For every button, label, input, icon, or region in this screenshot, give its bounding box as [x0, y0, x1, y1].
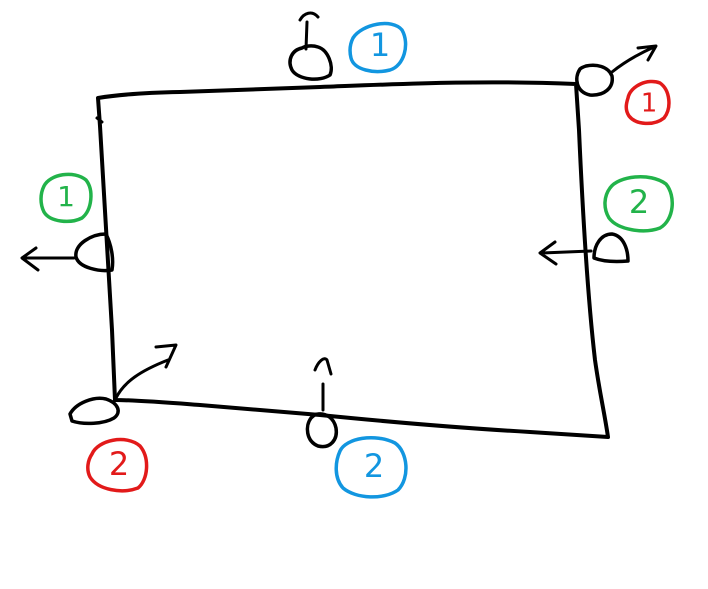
top-right-corner-label: 1 [624, 79, 671, 126]
label-text: 1 [641, 89, 658, 119]
bottom-handle-icon[interactable] [305, 412, 339, 449]
top-handle-icon[interactable] [288, 44, 333, 81]
label-circle [603, 175, 674, 233]
top-right-corner-arrow-icon [610, 44, 658, 74]
top-edge-label: 1 [348, 21, 408, 74]
label-text: 2 [109, 445, 129, 483]
bottom-handle-group[interactable] [305, 357, 339, 449]
label-text: 1 [57, 180, 75, 213]
right-arrow-icon [538, 240, 593, 266]
bottom-up-arrow-icon [313, 357, 333, 412]
corner-tick [95, 116, 104, 124]
top-right-corner-handle-group[interactable] [575, 44, 658, 97]
bottom-left-corner-label: 2 [86, 437, 149, 493]
left-handle-icon[interactable] [74, 232, 115, 273]
label-circle [624, 79, 671, 126]
right-handle-icon[interactable] [592, 232, 630, 264]
label-text: 2 [629, 183, 649, 221]
bottom-left-corner-handle-icon[interactable] [68, 396, 120, 426]
top-right-corner-handle-icon[interactable] [575, 63, 614, 97]
top-up-arrow-icon [298, 11, 320, 51]
label-text: 2 [364, 447, 384, 485]
label-circle [39, 172, 93, 224]
top-handle-group[interactable] [288, 11, 333, 81]
rectangle-outline [96, 80, 610, 439]
label-circle [86, 437, 149, 493]
right-edge-label: 2 [603, 175, 674, 233]
label-circle [348, 21, 408, 74]
right-handle-group[interactable] [538, 232, 630, 266]
bottom-left-corner-arrow-icon [114, 343, 178, 400]
label-circle [334, 435, 408, 499]
label-text: 1 [370, 26, 390, 64]
left-edge-label: 1 [39, 172, 93, 224]
left-handle-group[interactable] [20, 232, 115, 273]
left-arrow-icon [20, 246, 76, 272]
bottom-edge-label: 2 [334, 435, 408, 499]
bottom-left-corner-handle-group[interactable] [68, 343, 178, 426]
